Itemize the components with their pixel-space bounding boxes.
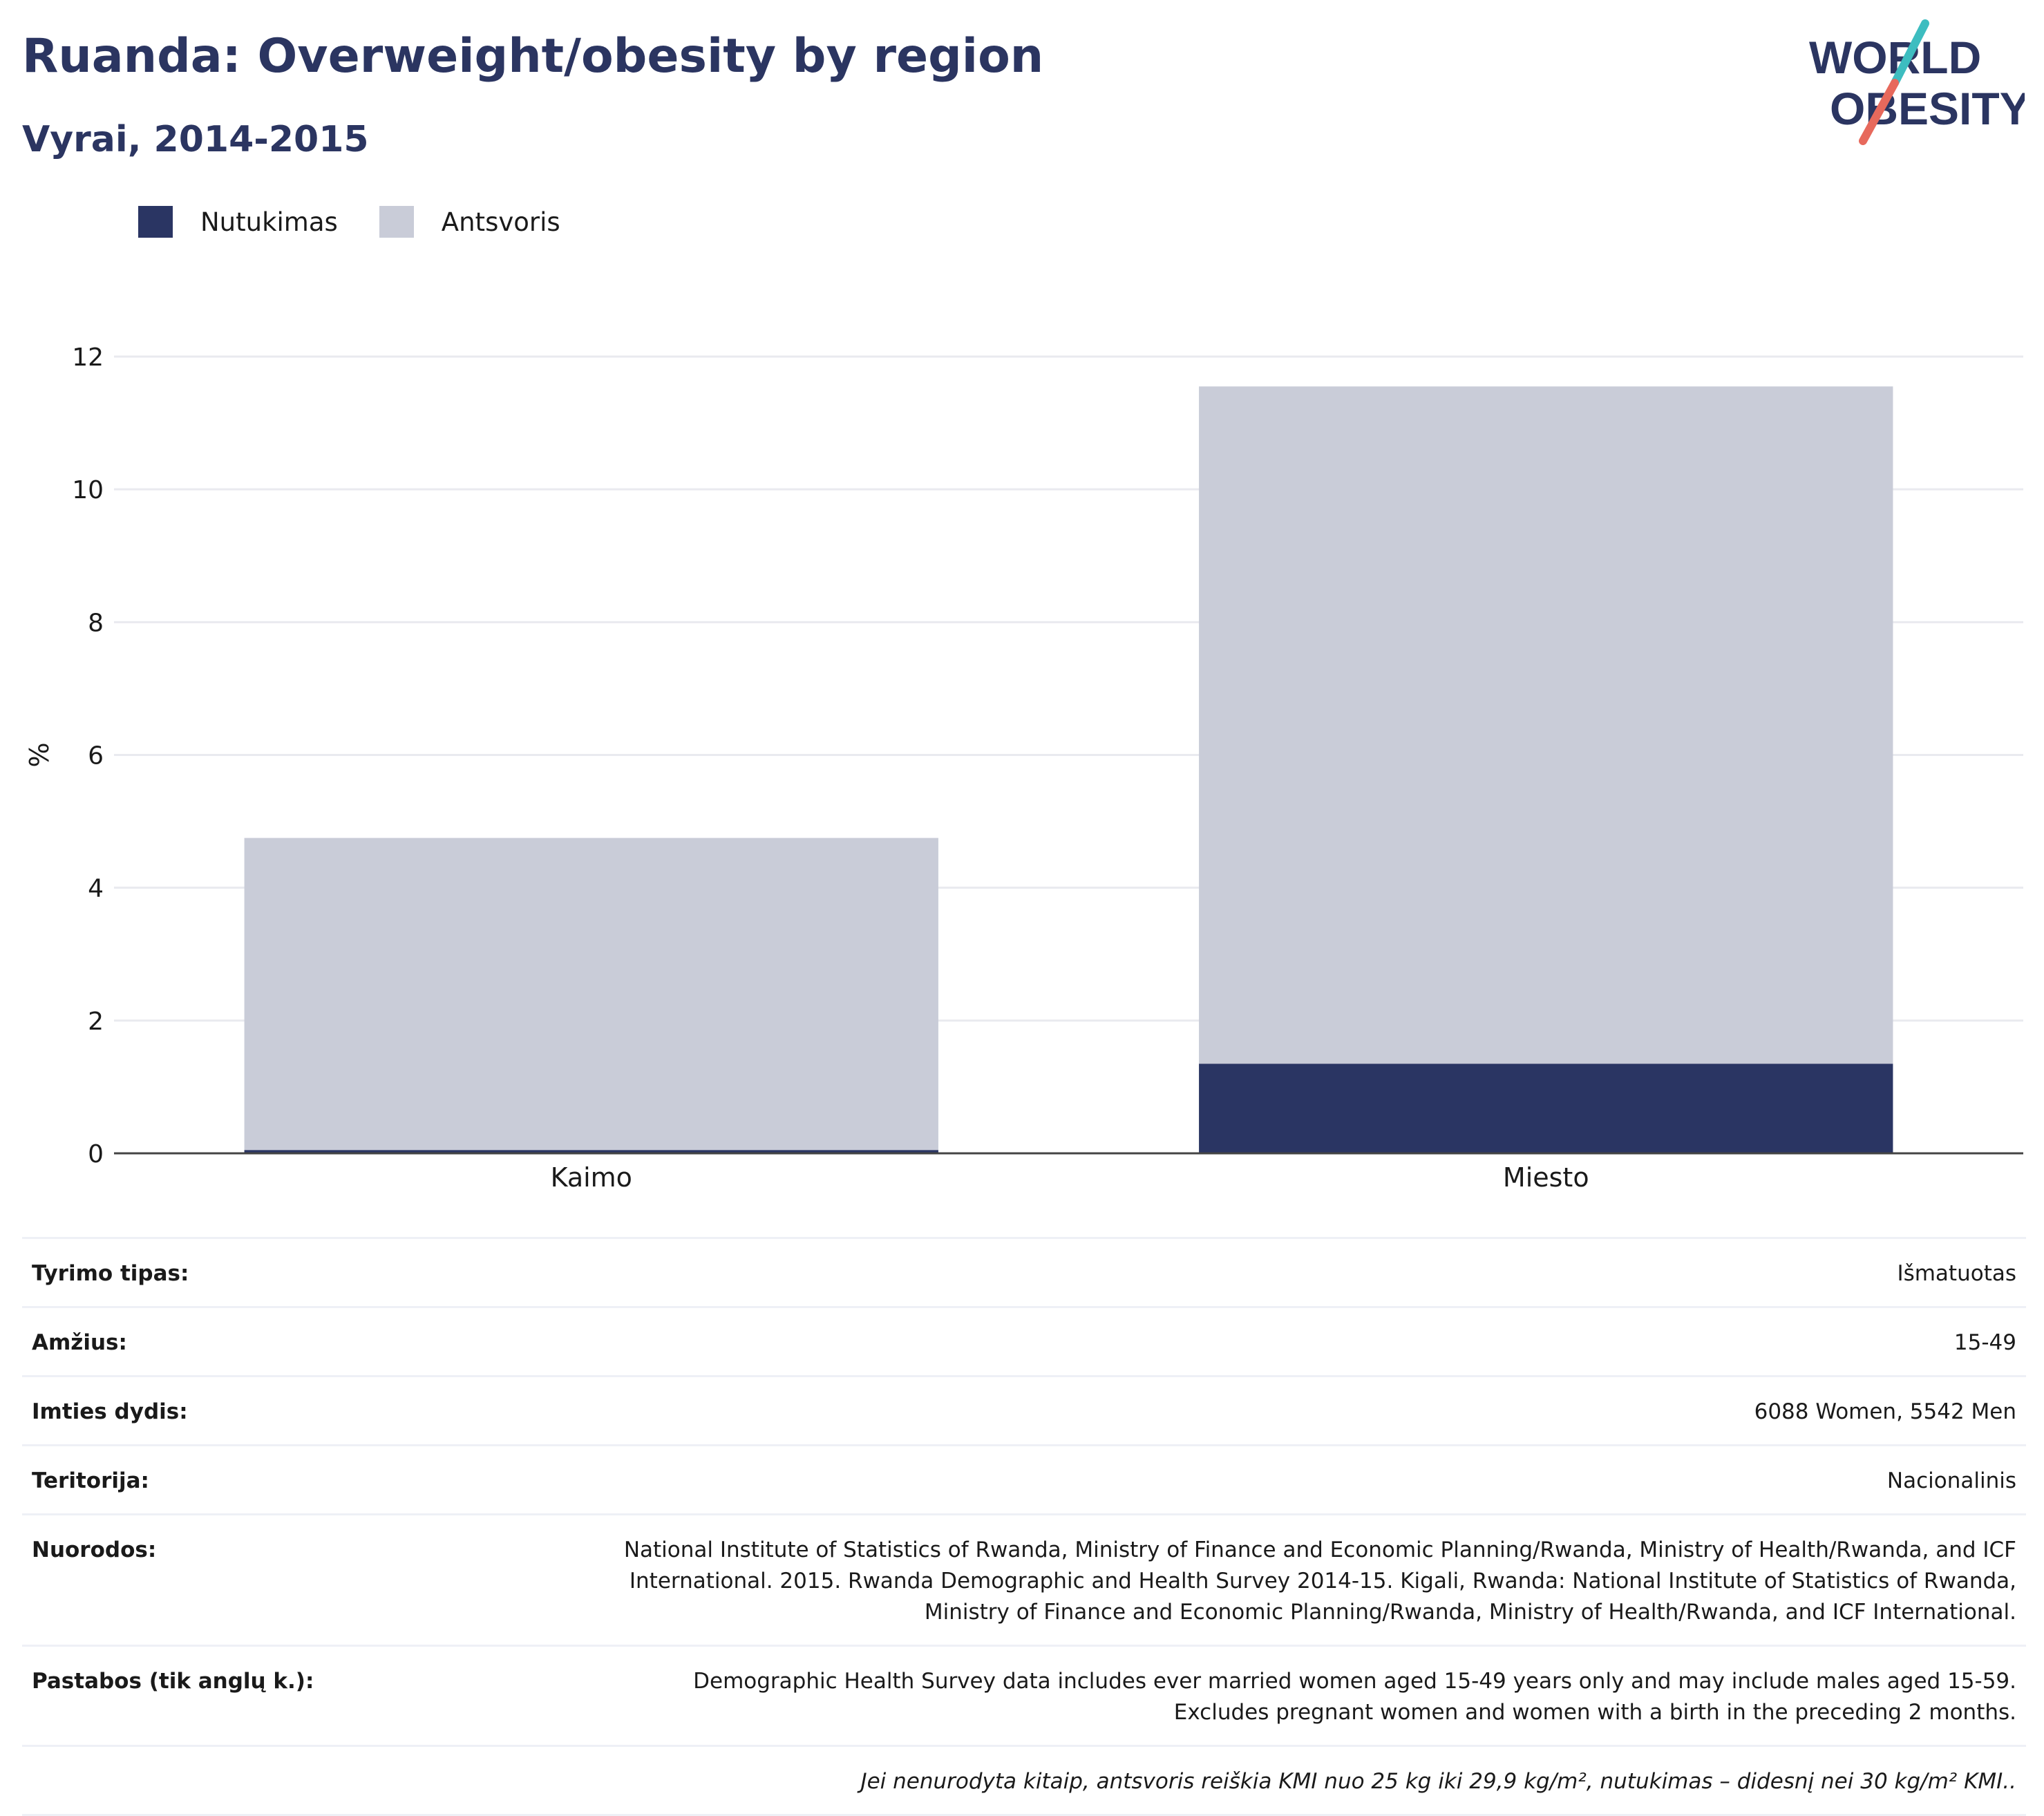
x-tick-label: Kaimo (551, 1162, 632, 1193)
info-label: Imties dydis: (32, 1399, 188, 1424)
legend-label-overweight: Antsvoris (441, 207, 560, 237)
info-label: Amžius: (32, 1330, 127, 1355)
info-value: Demographic Health Survey data includes … (693, 1669, 2016, 1725)
chart-legend: Nutukimas Antsvoris (138, 206, 602, 238)
y-tick-label: 0 (88, 1140, 104, 1169)
info-value: 15-49 (1953, 1330, 2016, 1355)
chart-subtitle: Vyrai, 2014-2015 (22, 119, 369, 160)
info-value: Nacionalinis (1886, 1468, 2016, 1493)
legend-item-obesity[interactable]: Nutukimas (138, 206, 338, 238)
bar-obesity-kaimo (244, 1150, 938, 1153)
legend-swatch-overweight (379, 206, 414, 238)
legend-label-obesity: Nutukimas (200, 207, 338, 237)
y-tick-label: 6 (88, 742, 104, 770)
chart-title: Ruanda: Overweight/obesity by region (22, 29, 1044, 84)
info-row-sample-size: Imties dydis: 6088 Women, 5542 Men (22, 1375, 2026, 1444)
footnote-text: Jei nenurodyta kitaip, antsvoris reiškia… (860, 1769, 2016, 1794)
logo-slash-teal (1891, 19, 1929, 87)
bar-overweight-miesto (1199, 386, 1893, 1064)
logo-word-obesity: OBESITY (1830, 83, 2025, 134)
y-axis-label: % (24, 742, 55, 767)
y-tick-label: 2 (88, 1008, 104, 1036)
y-tick-label: 10 (72, 476, 104, 504)
info-label: Tyrimo tipas: (32, 1261, 189, 1286)
info-value: 6088 Women, 5542 Men (1754, 1399, 2016, 1424)
bar-chart: 0 2 4 6 8 10 12% Kaimo Miesto (24, 343, 2023, 1193)
info-label: Nuorodos: (32, 1538, 157, 1562)
info-label: Pastabos (tik anglų k.): (32, 1669, 314, 1694)
y-tick-label: 8 (88, 609, 104, 637)
info-row-territory: Teritorija: Nacionalinis (22, 1444, 2026, 1513)
info-label: Teritorija: (32, 1468, 149, 1493)
legend-item-overweight[interactable]: Antsvoris (379, 206, 560, 238)
world-obesity-logo: WORLD OBESITY (1809, 19, 2025, 145)
info-row-survey-type: Tyrimo tipas: Išmatuotas (22, 1237, 2026, 1306)
bar-overweight-kaimo (244, 838, 938, 1151)
legend-swatch-obesity (138, 206, 173, 238)
logo-slash-red (1859, 79, 1899, 145)
x-tick-label: Miesto (1503, 1162, 1589, 1193)
info-row-footnote: Jei nenurodyta kitaip, antsvoris reiškia… (22, 1745, 2026, 1816)
info-value: National Institute of Statistics of Rwan… (623, 1538, 2016, 1625)
bar-obesity-miesto (1199, 1063, 1893, 1153)
y-tick-label: 4 (88, 875, 104, 903)
y-tick-label: 12 (72, 343, 104, 372)
info-table: Tyrimo tipas: Išmatuotas Amžius: 15-49 I… (22, 1237, 2026, 1816)
info-row-references: Nuorodos: National Institute of Statisti… (22, 1513, 2026, 1645)
info-row-notes: Pastabos (tik anglų k.): Demographic Hea… (22, 1645, 2026, 1745)
info-row-age: Amžius: 15-49 (22, 1306, 2026, 1375)
info-value: Išmatuotas (1897, 1261, 2016, 1286)
